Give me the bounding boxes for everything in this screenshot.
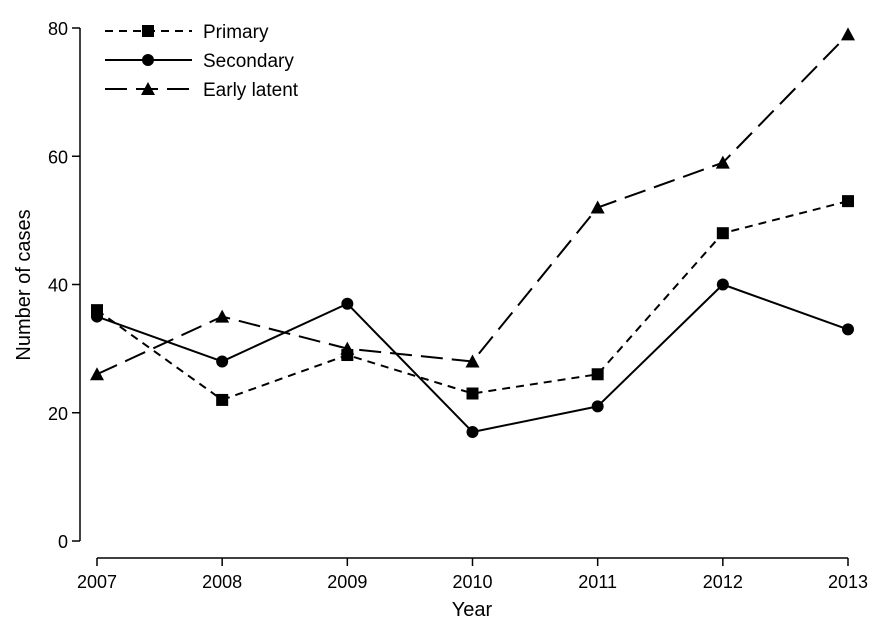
data-point-secondary <box>717 279 729 291</box>
data-point-primary <box>842 195 854 207</box>
x-axis-title: Year <box>452 599 493 620</box>
y-tick-label: 80 <box>48 19 68 39</box>
x-tick-label: 2011 <box>578 572 617 592</box>
data-point-primary <box>717 227 729 239</box>
x-tick-label: 2012 <box>703 572 743 592</box>
legend-label-early-latent: Early latent <box>203 80 299 101</box>
x-tick-label: 2013 <box>828 572 868 592</box>
legend-label-primary: Primary <box>203 22 269 43</box>
data-point-secondary <box>341 298 353 310</box>
legend-label-secondary: Secondary <box>203 51 294 72</box>
legend: Primary Secondary Early latent <box>105 22 299 101</box>
data-point-secondary <box>592 400 604 412</box>
series-line-primary <box>97 201 848 400</box>
x-tick-label: 2010 <box>452 572 492 592</box>
y-axis-title: Number of cases <box>13 209 35 360</box>
y-tick-label: 60 <box>48 147 68 167</box>
data-point-secondary <box>467 426 479 438</box>
legend-marker-primary <box>142 25 154 37</box>
data-point-secondary <box>842 323 854 335</box>
x-tick-label: 2008 <box>202 572 242 592</box>
data-point-early-latent <box>841 27 855 40</box>
data-point-secondary <box>216 355 228 367</box>
data-point-primary <box>467 388 479 400</box>
data-point-early-latent <box>591 201 605 214</box>
legend-marker-secondary <box>142 54 154 66</box>
axes: 2007 2008 2009 2010 2011 2012 2013 0 20 40 60 80 <box>48 19 868 592</box>
y-tick-label: 40 <box>48 276 68 296</box>
data-point-early-latent <box>90 367 104 380</box>
data-point-primary <box>216 394 228 406</box>
data-point-secondary <box>91 311 103 323</box>
y-tick-label: 0 <box>58 532 68 552</box>
data-point-early-latent <box>215 310 229 323</box>
x-tick-label: 2009 <box>327 572 367 592</box>
data-point-primary <box>592 368 604 380</box>
x-tick-label: 2007 <box>77 572 117 592</box>
y-tick-label: 20 <box>48 404 68 424</box>
